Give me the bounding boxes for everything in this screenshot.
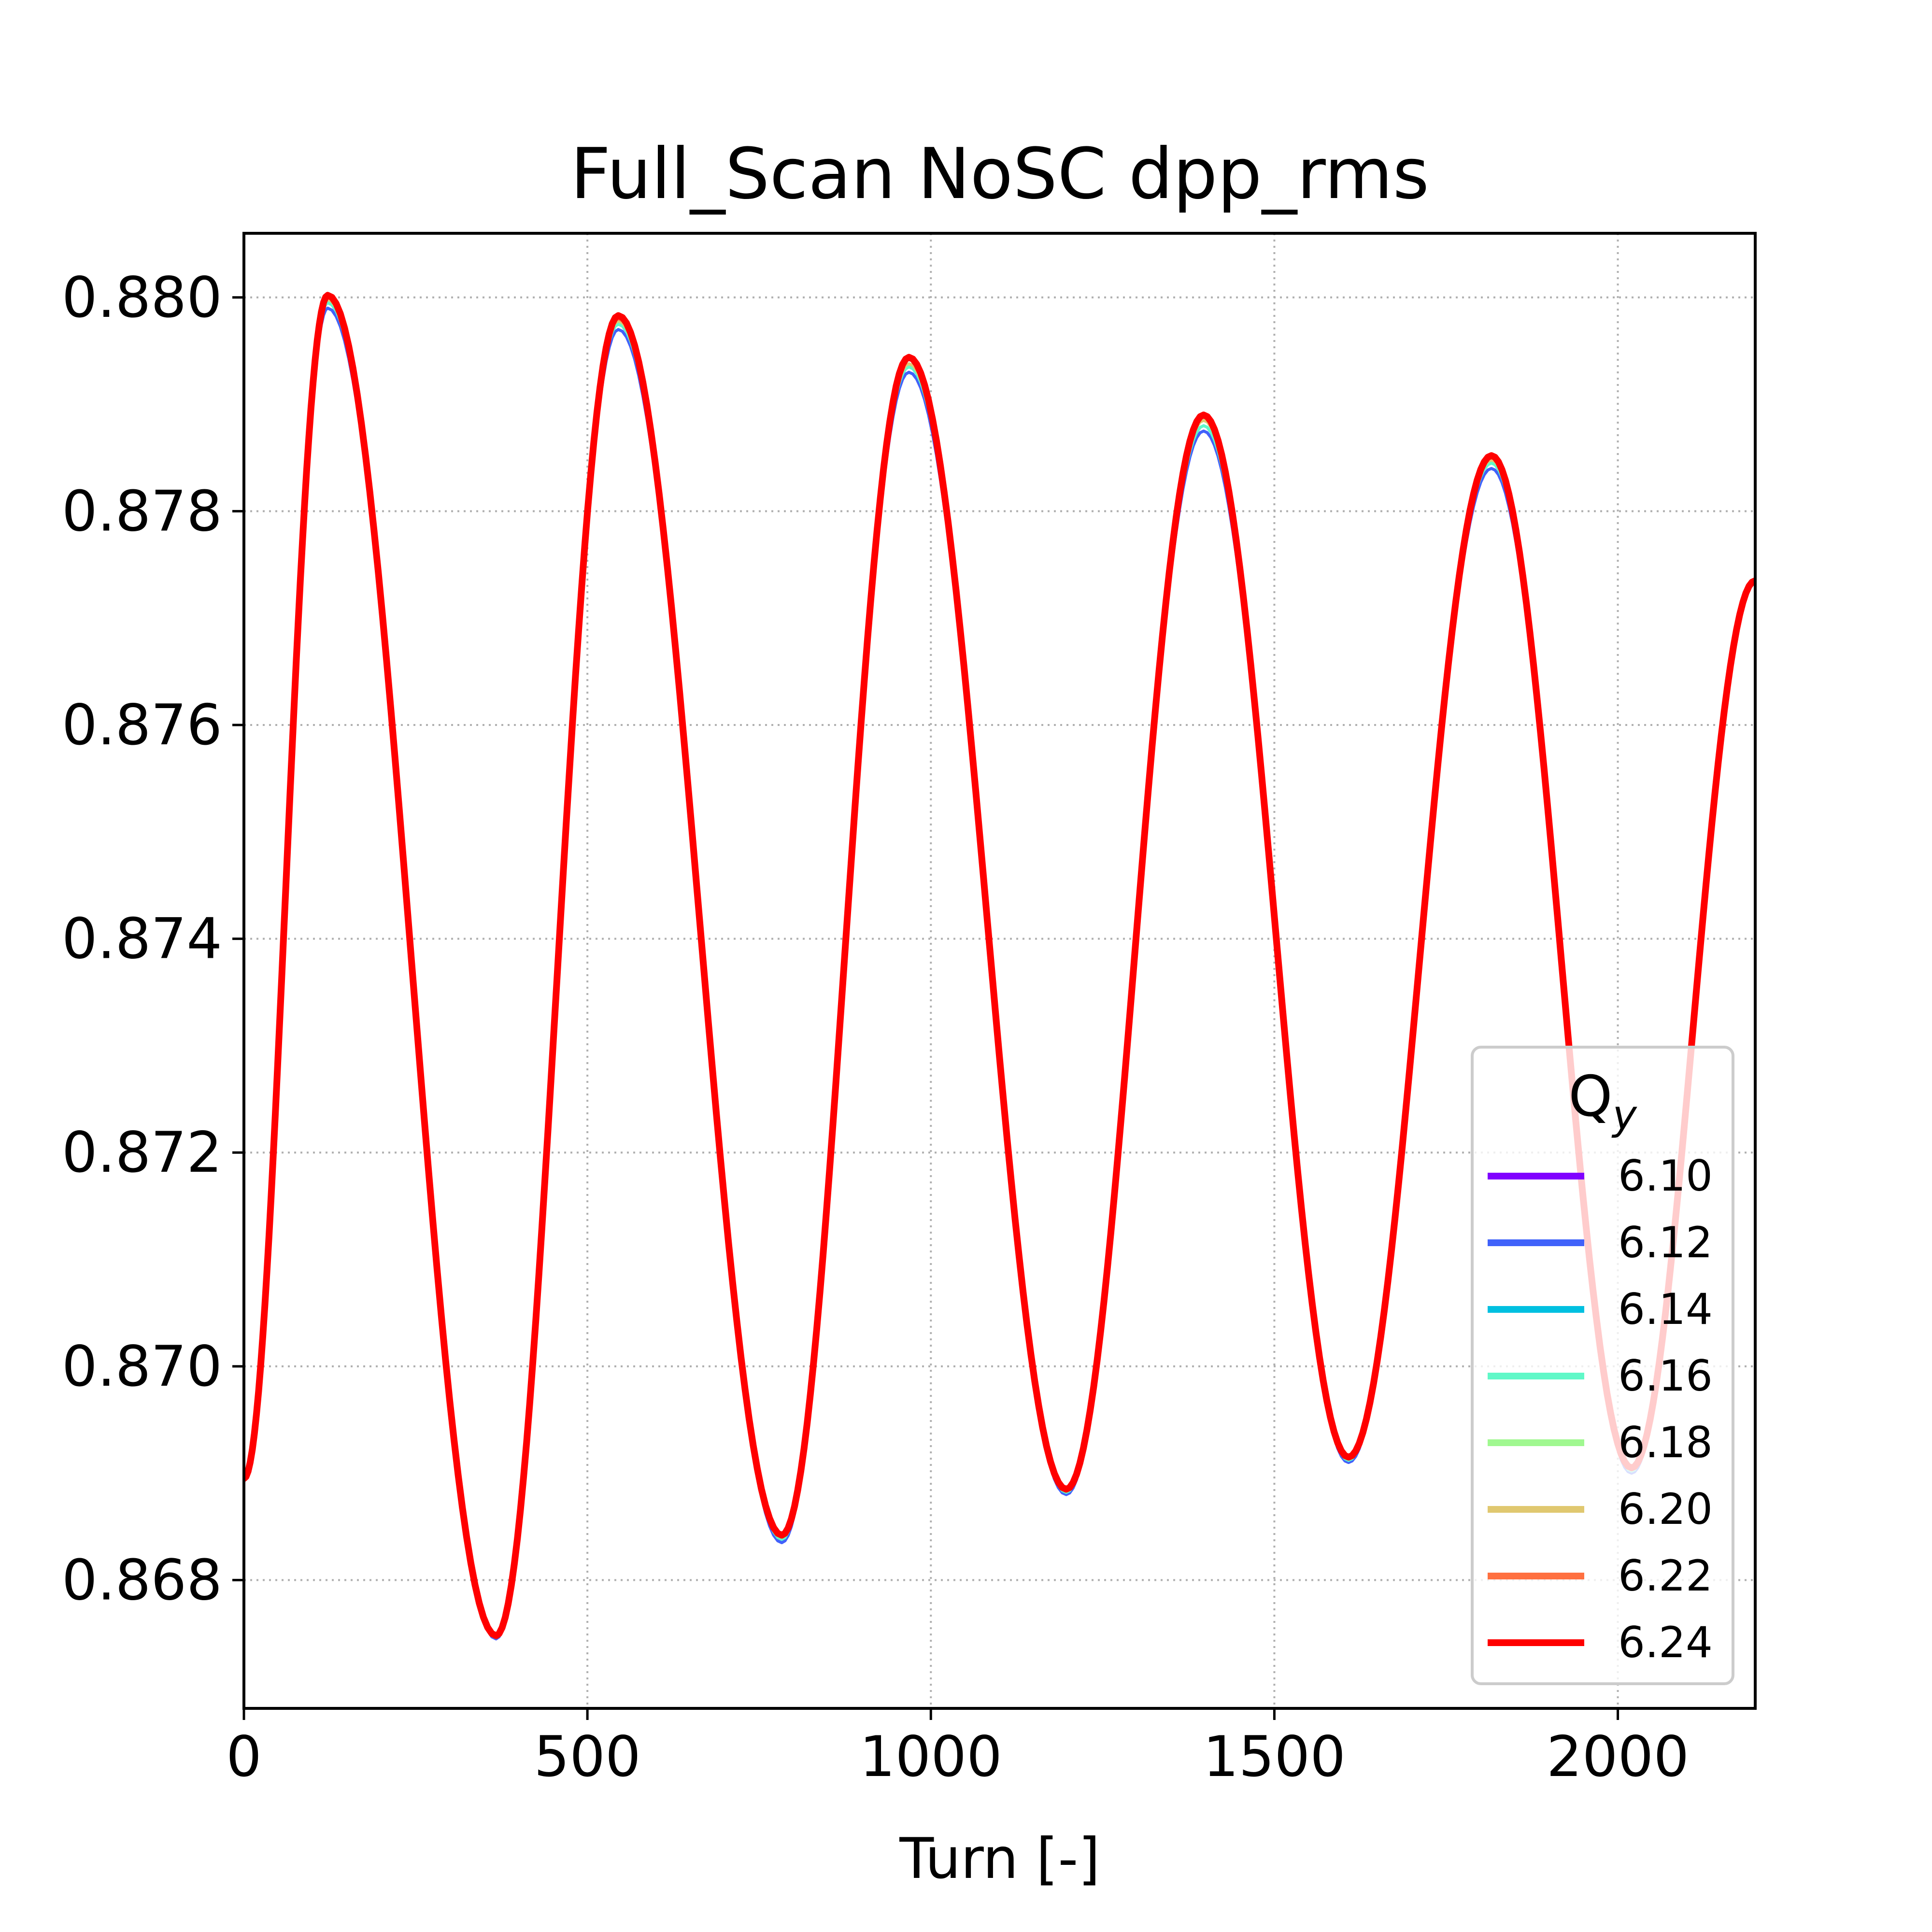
legend-label: 6.18 — [1618, 1418, 1713, 1467]
legend-title: Qy — [1568, 1064, 1637, 1139]
y-tick-label: 0.878 — [62, 479, 222, 544]
x-tick-label: 1500 — [1203, 1724, 1346, 1790]
legend-title-sub: y — [1611, 1092, 1638, 1139]
x-axis-label: Turn [-] — [899, 1826, 1100, 1891]
legend: Qy 6.10 6.12 6.14 6.16 6.18 6.20 6.22 6.24 — [1471, 1046, 1734, 1685]
y-tick-label: 0.874 — [62, 907, 222, 972]
y-tick-label: 0.876 — [62, 693, 222, 758]
legend-box — [1471, 1046, 1734, 1685]
y-tick-label: 0.868 — [62, 1548, 222, 1613]
x-tick-label: 500 — [534, 1724, 640, 1790]
legend-label: 6.12 — [1618, 1218, 1713, 1267]
plot-frame — [242, 232, 1757, 1710]
series-lines — [244, 292, 1755, 1641]
legend-label: 6.14 — [1618, 1284, 1713, 1334]
y-tick-label: 0.870 — [62, 1334, 222, 1399]
legend-label: 6.10 — [1618, 1151, 1713, 1201]
x-axis-ticks: 0 500 1000 1500 2000 — [226, 1708, 1689, 1790]
legend-entries: 6.10 6.12 6.14 6.16 6.18 6.20 6.22 6.24 — [1488, 1151, 1713, 1667]
y-tick-label: 0.872 — [62, 1120, 222, 1185]
y-axis-ticks: 0.868 0.870 0.872 0.874 0.876 0.878 0.880 — [62, 265, 244, 1613]
legend-label: 6.24 — [1618, 1618, 1713, 1667]
x-tick-label: 2000 — [1547, 1724, 1689, 1790]
legend-title-main: Q — [1568, 1064, 1612, 1129]
x-tick-label: 0 — [226, 1724, 262, 1790]
legend-label: 6.16 — [1618, 1351, 1713, 1401]
series-line-6-24 — [244, 292, 1755, 1639]
y-tick-label: 0.880 — [62, 265, 222, 330]
x-tick-label: 1000 — [860, 1724, 1002, 1790]
chart-title: Full_Scan NoSC dpp_rms — [570, 133, 1429, 215]
legend-label: 6.22 — [1618, 1551, 1713, 1601]
legend-label: 6.20 — [1618, 1484, 1713, 1534]
